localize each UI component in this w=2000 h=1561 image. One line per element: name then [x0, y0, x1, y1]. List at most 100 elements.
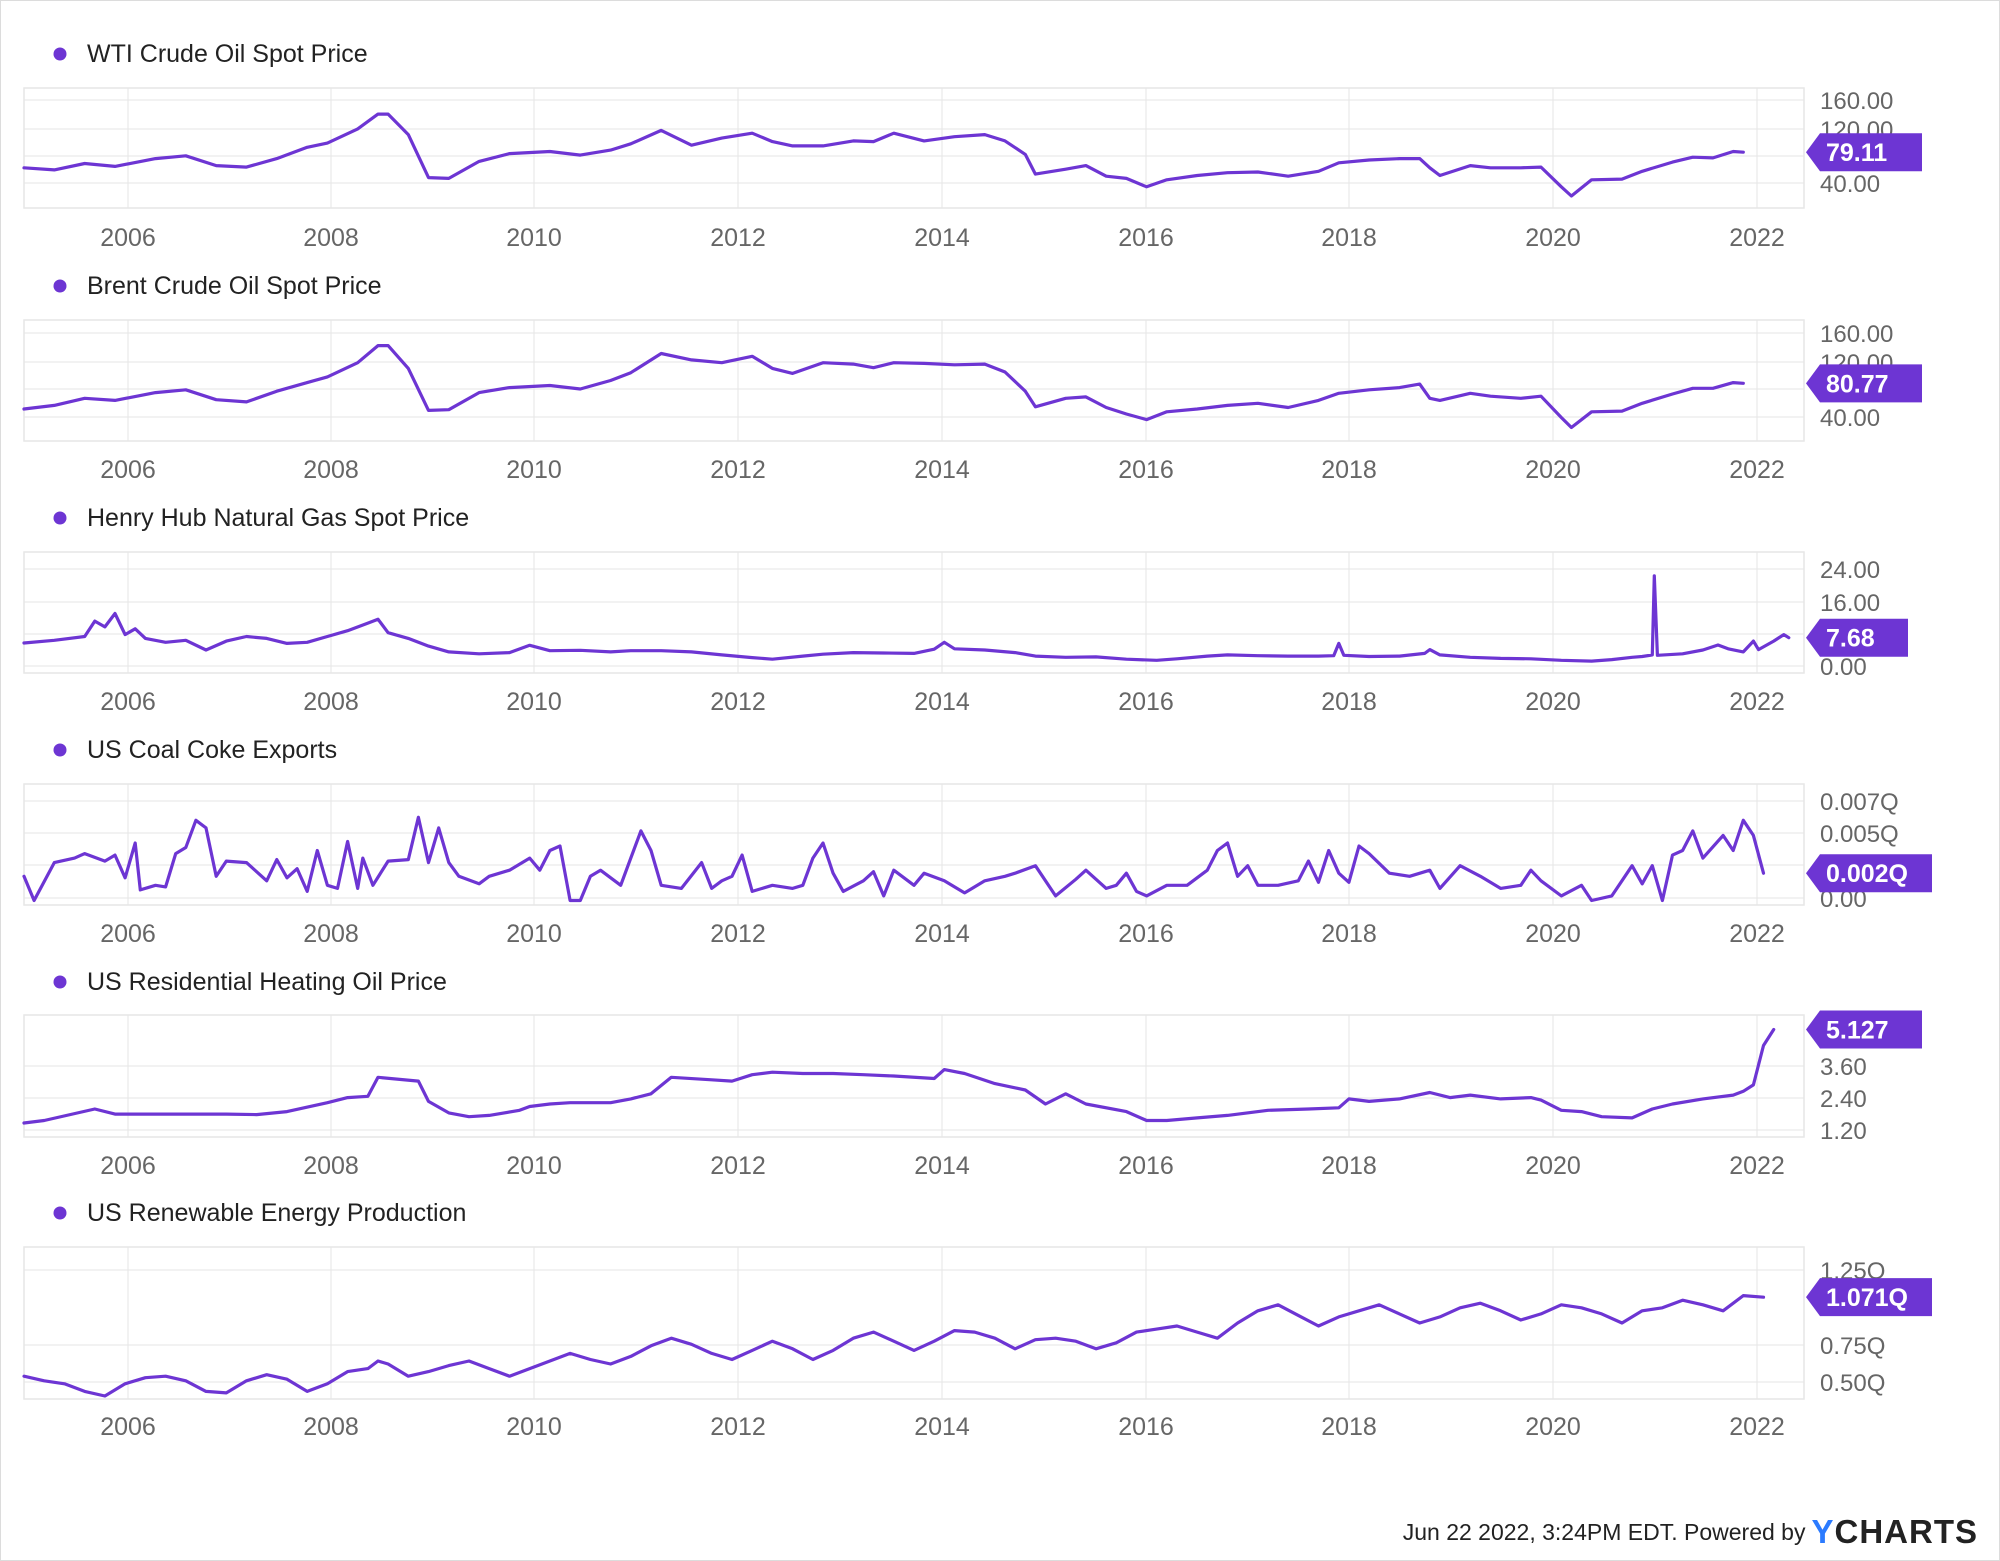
series-line [22, 574, 1791, 663]
chart-title: US Renewable Energy Production [87, 1199, 466, 1227]
series-line [22, 815, 1766, 903]
x-tick-label: 2008 [303, 920, 359, 948]
x-tick-label: 2010 [506, 224, 562, 252]
last-value-badge [1806, 364, 1922, 403]
y-tick-label: 0.005Q [1820, 821, 1899, 848]
last-value-badge [1806, 854, 1932, 893]
footer: Jun 22 2022, 3:24PM EDT. Powered by YCHA… [1402, 1513, 1978, 1550]
legend-dot [53, 279, 67, 293]
x-tick-label: 2006 [100, 688, 156, 716]
x-tick-label: 2012 [710, 1413, 766, 1441]
x-tick-label: 2006 [100, 1413, 156, 1441]
last-value-badge [1806, 133, 1922, 172]
legend-dot [53, 1206, 67, 1220]
x-tick-label: 2016 [1118, 1152, 1174, 1180]
legend-dot [53, 743, 67, 757]
plot-area [23, 551, 1805, 674]
series-line [22, 112, 1745, 198]
x-tick-label: 2016 [1118, 456, 1174, 484]
x-tick-label: 2020 [1525, 224, 1581, 252]
y-tick-label: 0.75Q [1820, 1333, 1885, 1360]
x-tick-label: 2014 [914, 920, 970, 948]
chart-title: Henry Hub Natural Gas Spot Price [87, 504, 469, 532]
y-tick-label: 16.00 [1820, 590, 1880, 617]
y-tick-label: 3.60 [1820, 1054, 1867, 1081]
x-tick-label: 2012 [710, 1152, 766, 1180]
x-tick-label: 2012 [710, 456, 766, 484]
last-value-label: 7.68 [1826, 625, 1875, 653]
series-line [22, 1027, 1776, 1125]
chart-title: WTI Crude Oil Spot Price [87, 40, 368, 68]
x-tick-label: 2020 [1525, 1152, 1581, 1180]
y-tick-label: 160.00 [1820, 88, 1893, 115]
x-tick-label: 2014 [914, 224, 970, 252]
x-tick-label: 2018 [1321, 688, 1377, 716]
x-tick-label: 2014 [914, 1152, 970, 1180]
x-tick-label: 2020 [1525, 456, 1581, 484]
x-tick-label: 2022 [1729, 1152, 1785, 1180]
x-tick-label: 2014 [914, 1413, 970, 1441]
y-tick-label: 2.40 [1820, 1086, 1867, 1113]
series-line [22, 1294, 1766, 1398]
y-tick-label: 40.00 [1820, 171, 1880, 198]
x-tick-label: 2020 [1525, 1413, 1581, 1441]
last-value-label: 5.127 [1826, 1016, 1889, 1044]
legend-dot [53, 975, 67, 989]
series-line [22, 344, 1745, 430]
chart-title: US Residential Heating Oil Price [87, 968, 447, 996]
x-tick-label: 2022 [1729, 920, 1785, 948]
x-tick-label: 2018 [1321, 1152, 1377, 1180]
x-tick-label: 2010 [506, 1152, 562, 1180]
x-tick-label: 2014 [914, 688, 970, 716]
y-tick-label: 40.00 [1820, 405, 1880, 432]
x-tick-label: 2016 [1118, 688, 1174, 716]
x-tick-label: 2016 [1118, 224, 1174, 252]
y-tick-label: 0.50Q [1820, 1370, 1885, 1397]
x-tick-label: 2020 [1525, 920, 1581, 948]
last-value-badge [1806, 618, 1908, 657]
last-value-label: 1.071Q [1826, 1284, 1908, 1312]
x-tick-label: 2006 [100, 1152, 156, 1180]
x-tick-label: 2018 [1321, 456, 1377, 484]
y-tick-label: 160.00 [1820, 321, 1893, 348]
x-tick-label: 2016 [1118, 1413, 1174, 1441]
last-value-label: 80.77 [1826, 370, 1889, 398]
x-tick-label: 2008 [303, 1413, 359, 1441]
x-tick-label: 2010 [506, 688, 562, 716]
x-tick-label: 2008 [303, 456, 359, 484]
legend-dot [53, 47, 67, 61]
ycharts-logo[interactable]: YCHARTS [1811, 1513, 1978, 1550]
x-tick-label: 2016 [1118, 920, 1174, 948]
x-tick-label: 2022 [1729, 688, 1785, 716]
x-tick-label: 2022 [1729, 1413, 1785, 1441]
x-tick-label: 2006 [100, 456, 156, 484]
x-tick-label: 2006 [100, 224, 156, 252]
x-tick-label: 2008 [303, 688, 359, 716]
chart-title: US Coal Coke Exports [87, 736, 337, 764]
x-tick-label: 2014 [914, 456, 970, 484]
plot-area [23, 1246, 1805, 1400]
x-tick-label: 2006 [100, 920, 156, 948]
x-tick-label: 2022 [1729, 224, 1785, 252]
x-tick-label: 2020 [1525, 688, 1581, 716]
y-tick-label: 0.00 [1820, 654, 1867, 681]
x-tick-label: 2018 [1321, 1413, 1377, 1441]
last-value-label: 79.11 [1826, 139, 1887, 167]
x-tick-label: 2012 [710, 224, 766, 252]
y-tick-label: 1.20 [1820, 1118, 1867, 1145]
x-tick-label: 2008 [303, 1152, 359, 1180]
footer-text: Jun 22 2022, 3:24PM EDT. Powered by [1402, 1518, 1806, 1545]
legend-dot [53, 511, 67, 525]
y-tick-label: 24.00 [1820, 557, 1880, 584]
x-tick-label: 2012 [710, 920, 766, 948]
last-value-badge [1806, 1010, 1922, 1049]
x-tick-label: 2010 [506, 1413, 562, 1441]
plot-area [23, 319, 1805, 442]
x-tick-label: 2022 [1729, 456, 1785, 484]
x-tick-label: 2012 [710, 688, 766, 716]
last-value-badge [1806, 1278, 1932, 1317]
y-tick-label: 0.007Q [1820, 789, 1899, 816]
x-tick-label: 2010 [506, 920, 562, 948]
plot-area [23, 1014, 1805, 1138]
